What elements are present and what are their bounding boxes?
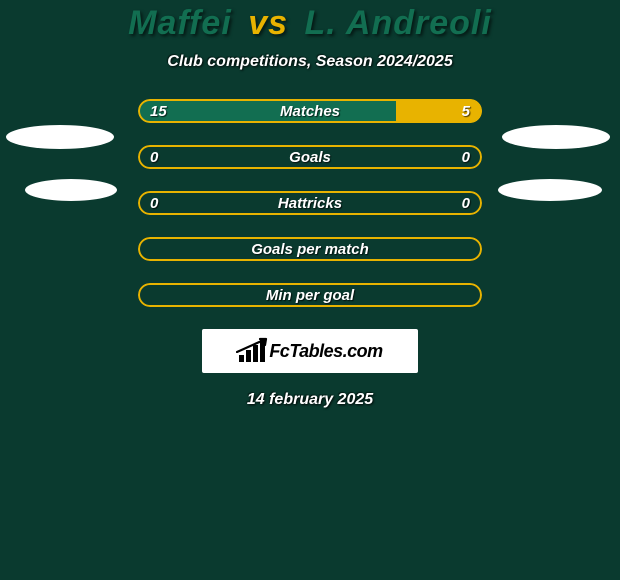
avatar-placeholder [502,125,610,149]
logo: FcTables.com [237,340,382,362]
stat-row-border [138,191,482,215]
avatar-placeholder [25,179,117,201]
avatar-placeholder [498,179,602,201]
stat-label: Goals [138,145,482,169]
stat-fill-right [396,99,482,123]
stat-row: Matches155 [138,99,482,123]
stat-label: Goals per match [138,237,482,261]
stat-row: Goals per match [138,237,482,261]
date: 14 february 2025 [0,391,620,409]
title-player1: Maffei [128,4,232,42]
infographic-container: Maffei vs L. Andreoli Club competitions,… [0,0,620,580]
page-title: Maffei vs L. Andreoli [0,4,620,43]
stat-row-border [138,145,482,169]
stat-row: Goals0 0 [138,145,482,169]
subtitle: Club competitions, Season 2024/2025 [0,53,620,71]
stat-fill-left [138,99,396,123]
stat-value-left: 0 [150,191,158,215]
title-player2: L. Andreoli [305,4,492,42]
stat-row-border [138,237,482,261]
stat-label: Hattricks [138,191,482,215]
logo-chart-icon [237,340,265,362]
stat-row: Min per goal [138,283,482,307]
title-vs: vs [248,4,288,42]
stat-value-right: 0 [462,191,470,215]
stat-value-right: 0 [462,145,470,169]
stat-row: Hattricks0 0 [138,191,482,215]
logo-box: FcTables.com [202,329,418,373]
stat-label: Min per goal [138,283,482,307]
logo-text: FcTables.com [269,341,382,362]
stat-rows: Matches155Goals00Hattricks00Goals per ma… [138,99,482,307]
stat-value-left: 0 [150,145,158,169]
stat-row-border [138,283,482,307]
avatar-placeholder [6,125,114,149]
